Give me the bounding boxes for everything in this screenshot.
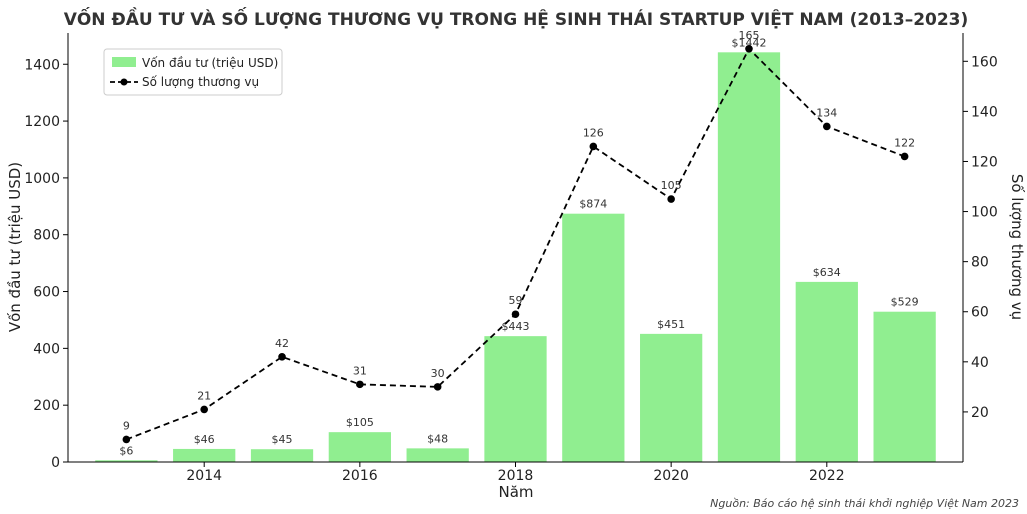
- x-axis-label: Năm: [498, 483, 533, 501]
- y-left-tick-label: 1200: [24, 114, 60, 130]
- source-note: Nguồn: Báo cáo hệ sinh thái khởi nghiệp …: [710, 497, 1019, 510]
- legend-swatch-deals-marker: [120, 78, 128, 86]
- y-right-tick-label: 40: [971, 355, 989, 371]
- x-tick-label: 2022: [809, 468, 845, 484]
- line-layer: 9 21 42 31 30 59 126 105 165 134 122: [122, 29, 915, 444]
- deals-value-label: 134: [816, 106, 837, 119]
- bar-value-label: $45: [272, 433, 293, 446]
- x-tick-label: 2018: [498, 468, 534, 484]
- deals-point: [278, 353, 286, 361]
- x-tick-label: 2020: [653, 468, 689, 484]
- bar-value-label: $451: [657, 318, 685, 331]
- bar: [562, 213, 625, 462]
- legend-swatch-investment: [112, 57, 136, 67]
- bar: [173, 448, 236, 462]
- bar: [95, 460, 158, 462]
- bars-layer: $6 $46 $45 $105 $48 $443 $874 $451 $1442 $634 $529: [95, 36, 936, 462]
- bar: [873, 311, 936, 462]
- legend-label-investment: Vốn đầu tư (triệu USD): [142, 56, 278, 70]
- bar: [250, 449, 314, 462]
- y-left-tick-label: 1000: [24, 171, 60, 187]
- bar: [640, 333, 703, 462]
- deals-value-label: 59: [509, 294, 523, 307]
- deals-value-label: 31: [353, 364, 367, 377]
- y-left-tick-label: 800: [33, 228, 60, 244]
- y-left-tick-label: 200: [33, 398, 60, 414]
- legend-label-deals: Số lượng thương vụ: [142, 75, 259, 89]
- y-axis-right-label: Số lượng thương vụ: [1008, 174, 1026, 320]
- deals-point: [200, 405, 208, 414]
- chart-title: VỐN ĐẦU TƯ VÀ SỐ LƯỢNG THƯƠNG VỤ TRONG H…: [64, 6, 969, 30]
- deals-value-label: 126: [583, 126, 604, 139]
- bar-value-label: $105: [346, 416, 374, 429]
- y-left-tick-label: 1400: [24, 57, 60, 73]
- deals-value-label: 165: [738, 29, 759, 42]
- y-right-tick-label: 100: [971, 205, 998, 221]
- y-left-tick-label: 0: [51, 455, 60, 471]
- y-right-tick-label: 20: [971, 405, 989, 421]
- legend: Vốn đầu tư (triệu USD) Số lượng thương v…: [103, 48, 283, 96]
- deals-value-label: 30: [431, 367, 445, 380]
- deals-value-label: 105: [661, 179, 682, 192]
- bar: [484, 336, 547, 462]
- legend-box: [103, 48, 283, 96]
- y-right-tick-label: 160: [971, 54, 998, 70]
- deals-value-label: 122: [894, 136, 915, 149]
- deals-point: [122, 435, 131, 444]
- bar: [406, 448, 469, 462]
- deals-point: [823, 122, 831, 131]
- y-right-tick-label: 60: [971, 305, 989, 321]
- deals-point: [511, 310, 520, 319]
- bar-value-label: $46: [194, 433, 215, 446]
- x-tick-label: 2016: [342, 468, 378, 484]
- bar-value-label: $529: [891, 296, 919, 309]
- deals-point: [900, 152, 909, 161]
- deals-point: [356, 380, 364, 389]
- bar-value-label: $874: [579, 198, 607, 211]
- bar-value-label: $1442: [731, 36, 766, 49]
- bar-value-label: $48: [427, 432, 448, 445]
- bar-value-label: $443: [502, 320, 530, 333]
- axes-layer: 0 200 400 600 800 1000 1200 1400 20 40 60 80 100 120 1…: [24, 33, 998, 484]
- y-left-tick-label: 400: [33, 341, 60, 357]
- deals-value-label: 21: [197, 389, 211, 402]
- bar-value-label: $6: [119, 444, 133, 457]
- y-left-tick-label: 600: [33, 285, 60, 301]
- deals-point: [433, 383, 442, 391]
- x-tick-label: 2014: [186, 468, 222, 484]
- y-right-tick-label: 140: [971, 104, 998, 120]
- deals-value-label: 42: [275, 337, 289, 350]
- deals-point: [589, 142, 598, 151]
- bar: [328, 432, 391, 462]
- y-axis-left-label: Vốn đầu tư (triệu USD): [6, 162, 24, 332]
- bar-value-label: $634: [813, 266, 841, 279]
- deals-point: [745, 44, 753, 53]
- y-right-tick-label: 80: [971, 255, 989, 271]
- deals-point: [667, 195, 675, 203]
- bar: [717, 52, 781, 462]
- y-right-tick-label: 120: [971, 154, 998, 170]
- deals-value-label: 9: [123, 419, 130, 432]
- bar: [795, 281, 858, 462]
